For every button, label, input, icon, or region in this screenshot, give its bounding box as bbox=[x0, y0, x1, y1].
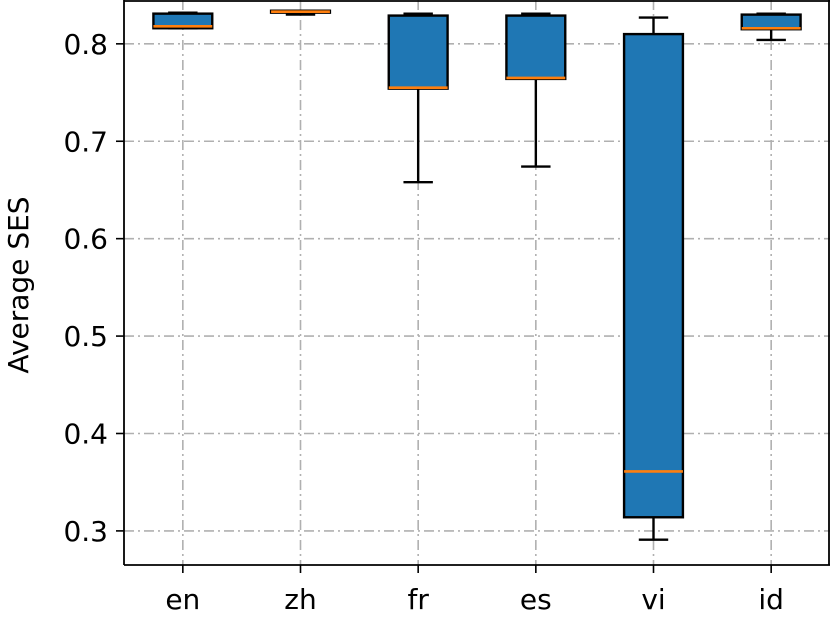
box-layer bbox=[152, 9, 802, 541]
x-tick-label: en bbox=[165, 583, 200, 616]
y-tick-label: 0.3 bbox=[63, 515, 108, 548]
x-tick-label: zh bbox=[284, 583, 316, 616]
box-fr bbox=[387, 12, 449, 184]
y-tick-label: 0.7 bbox=[63, 125, 108, 158]
y-axis-label: Average SES bbox=[2, 196, 35, 373]
box-zh bbox=[269, 9, 332, 16]
x-tick-label: vi bbox=[641, 583, 665, 616]
box-body bbox=[387, 14, 449, 90]
box-id bbox=[740, 12, 802, 42]
box-body bbox=[622, 32, 685, 519]
grid-layer bbox=[124, 0, 830, 565]
y-tick-label: 0.8 bbox=[63, 28, 108, 61]
y-tick-label: 0.5 bbox=[63, 320, 108, 353]
box-body bbox=[152, 12, 214, 30]
x-tick-label: fr bbox=[407, 583, 429, 616]
y-tick-label: 0.4 bbox=[63, 417, 108, 450]
x-tick-label: id bbox=[758, 583, 784, 616]
box-en bbox=[152, 11, 214, 30]
y-tick-label: 0.6 bbox=[63, 223, 108, 256]
axes-layer: 0.3 0.4 0.5 0.6 0.7 0.8 en zh fr es vi id bbox=[63, 0, 830, 616]
box-es bbox=[505, 12, 567, 168]
x-tick-label: es bbox=[520, 583, 552, 616]
box-vi bbox=[622, 16, 685, 541]
box-body bbox=[505, 14, 567, 81]
